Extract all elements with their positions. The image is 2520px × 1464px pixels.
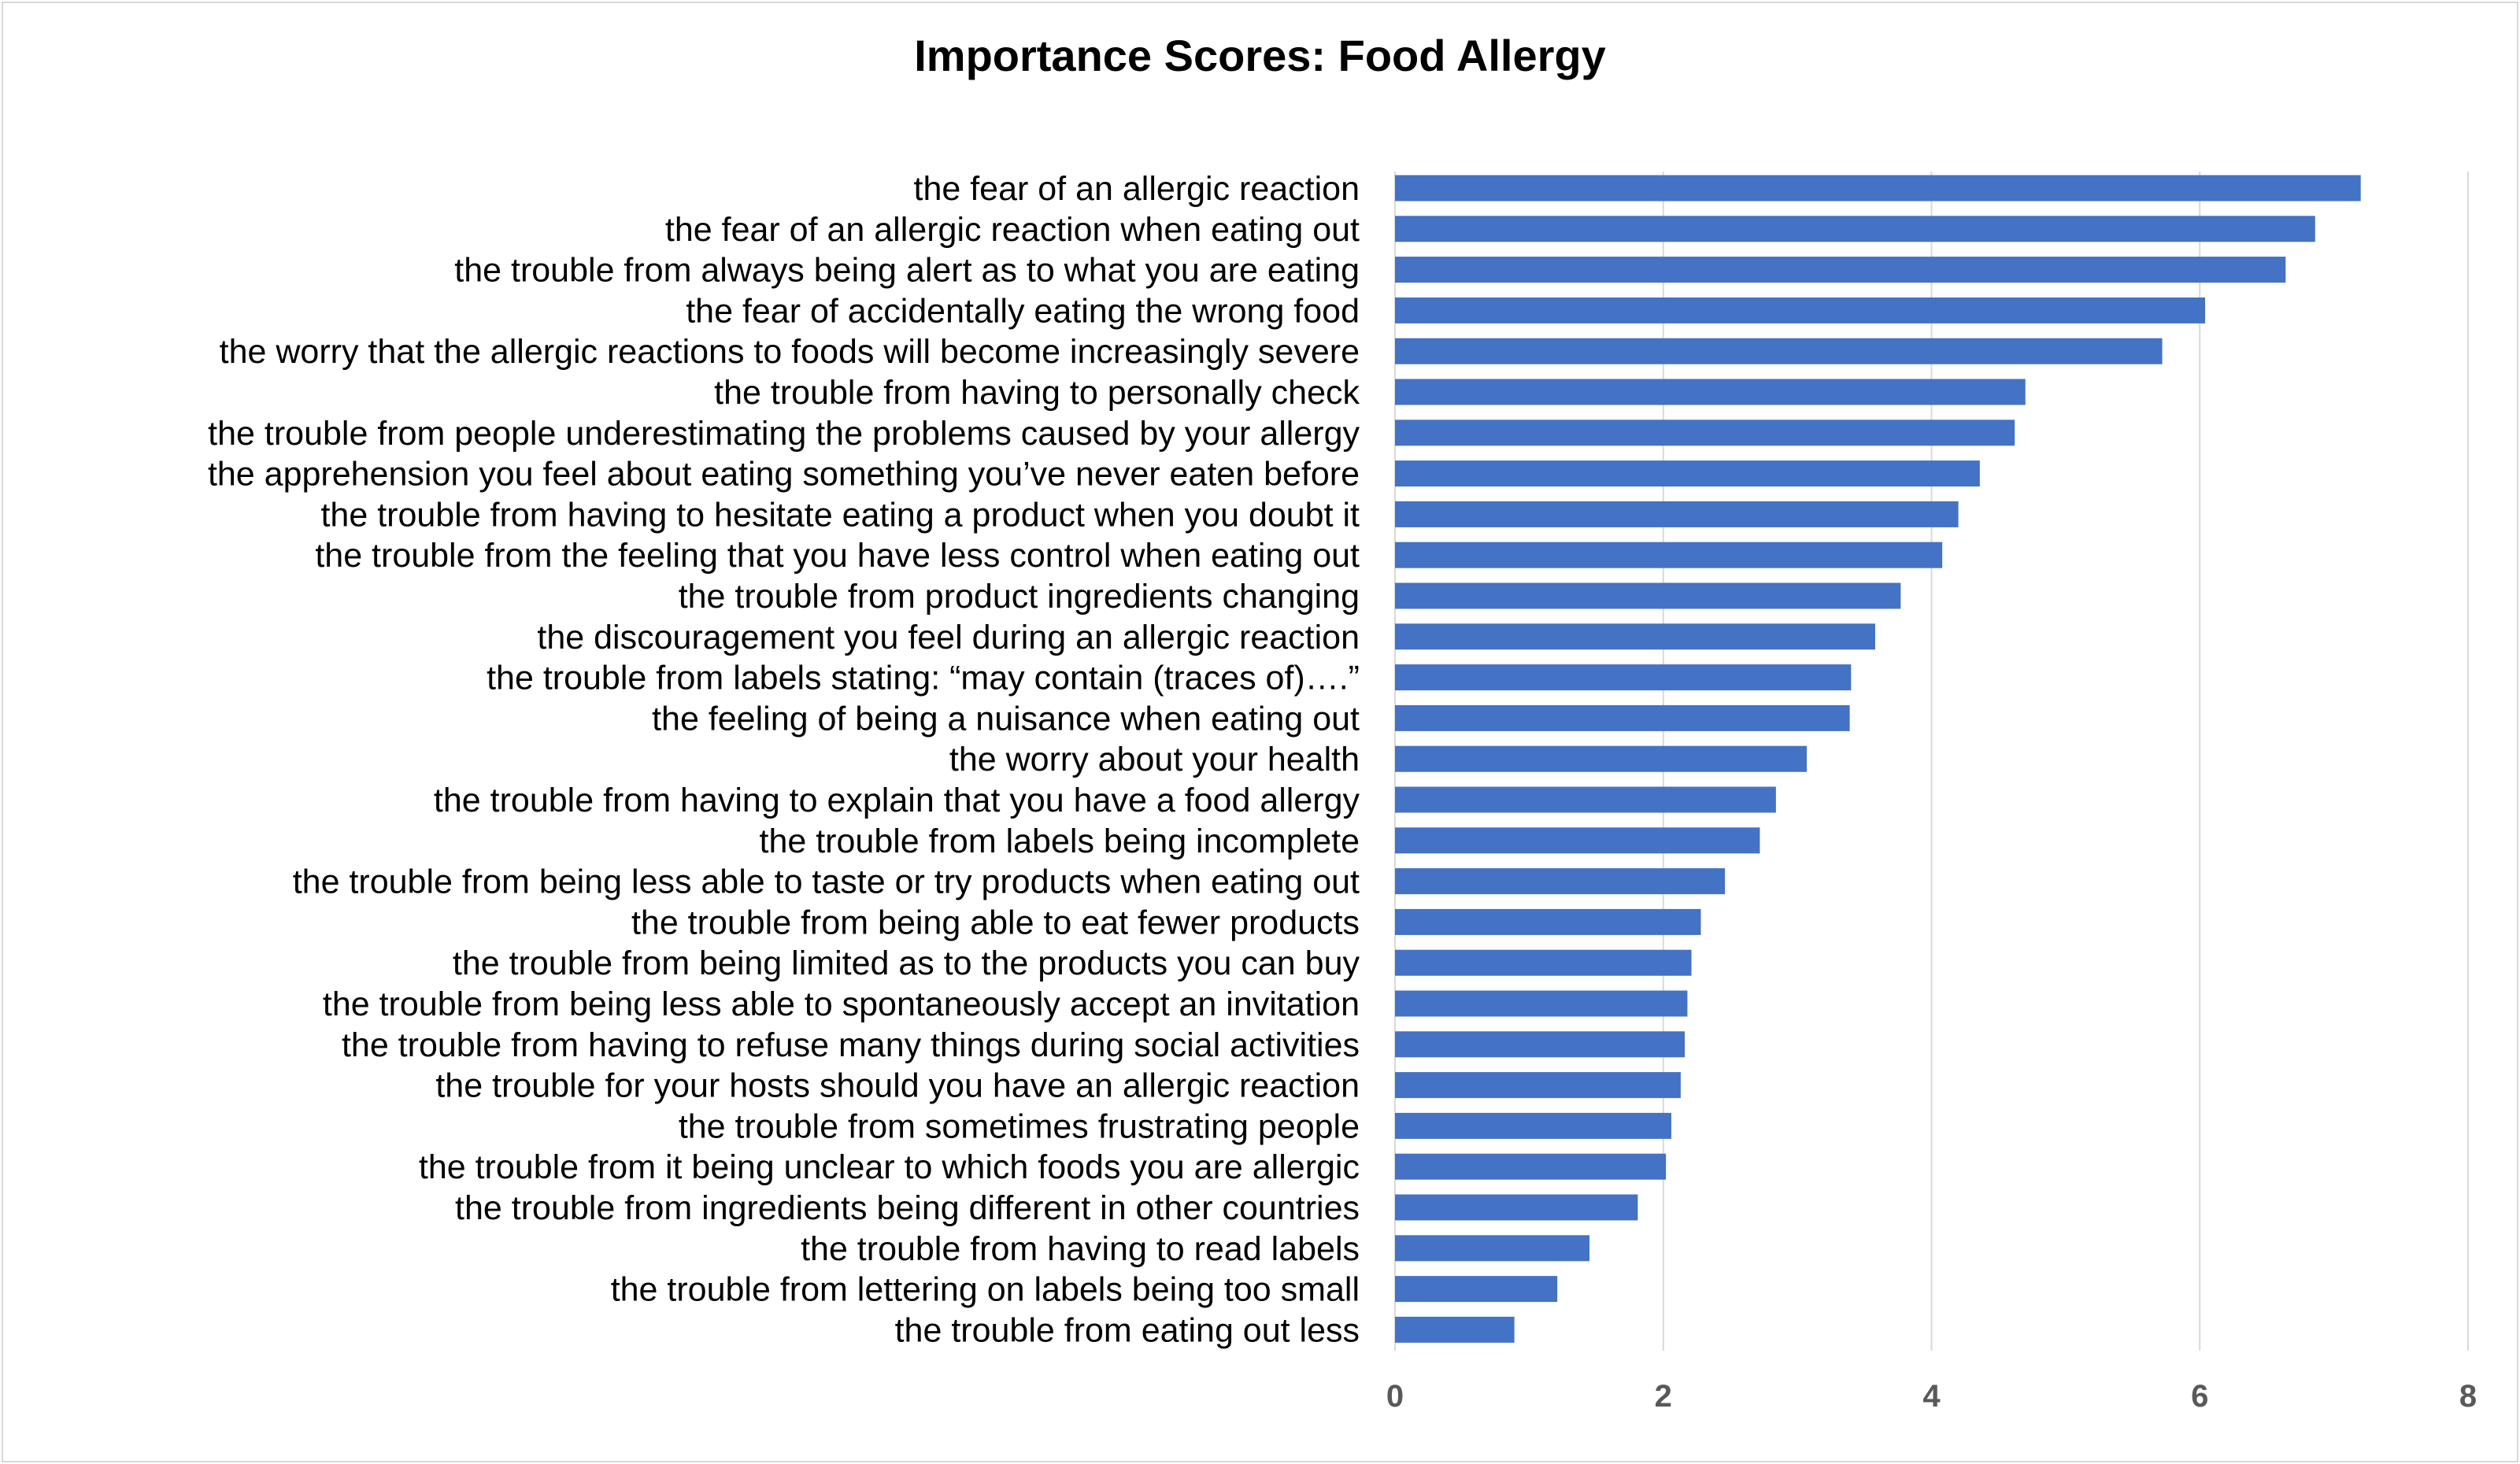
- category-label: the trouble from always being alert as t…: [454, 252, 1360, 290]
- bar: [1395, 1194, 1638, 1221]
- category-label: the worry that the allergic reactions to…: [220, 333, 1360, 371]
- bar: [1395, 582, 1901, 609]
- category-label: the trouble from being able to eat fewer…: [631, 904, 1360, 941]
- bar: [1395, 949, 1692, 976]
- bar: [1395, 420, 2015, 446]
- category-label: the trouble from having to hesitate eati…: [320, 496, 1360, 534]
- bar: [1395, 175, 2361, 201]
- bars: [1395, 175, 2361, 1343]
- category-label: the fear of an allergic reaction when ea…: [665, 211, 1360, 249]
- x-tick-label: 0: [1386, 1379, 1404, 1414]
- category-label: the fear of an allergic reaction: [914, 170, 1360, 208]
- bar: [1395, 908, 1701, 935]
- bar: [1395, 704, 1850, 731]
- bar: [1395, 1235, 1590, 1262]
- bar: [1395, 1316, 1515, 1343]
- chart-title: Importance Scores: Food Allergy: [914, 31, 1606, 80]
- category-label: the trouble from having to explain that …: [434, 782, 1360, 819]
- category-label: the trouble from lettering on labels bei…: [611, 1271, 1360, 1309]
- bar: [1395, 786, 1776, 813]
- bar: [1395, 1153, 1667, 1180]
- category-label: the discouragement you feel during an al…: [537, 619, 1360, 656]
- bar: [1395, 1112, 1671, 1139]
- bar: [1395, 460, 1980, 487]
- category-label: the trouble from labels being incomplete: [760, 823, 1360, 860]
- category-label: the worry about your health: [949, 741, 1360, 778]
- category-label: the trouble from being less able to tast…: [293, 863, 1360, 901]
- category-label: the fear of accidentally eating the wron…: [686, 292, 1360, 330]
- bar: [1395, 664, 1852, 691]
- category-label: the trouble from being less able to spon…: [323, 985, 1360, 1023]
- x-tick-label: 4: [1922, 1379, 1941, 1414]
- category-label: the feeling of being a nuisance when eat…: [652, 700, 1360, 738]
- bar: [1395, 297, 2206, 323]
- bar: [1395, 338, 2163, 364]
- bar: [1395, 257, 2286, 283]
- x-tick-label: 8: [2459, 1379, 2477, 1414]
- category-label: the trouble from having to refuse many t…: [342, 1026, 1360, 1064]
- bar: [1395, 868, 1726, 895]
- category-label: the trouble from being limited as to the…: [453, 945, 1360, 982]
- bar: [1395, 542, 1943, 568]
- bar: [1395, 827, 1760, 854]
- bar: [1395, 1276, 1558, 1303]
- bar: [1395, 990, 1688, 1017]
- bar: [1395, 379, 2026, 405]
- bar: [1395, 216, 2315, 242]
- category-label: the trouble from having to personally ch…: [714, 374, 1360, 412]
- category-label: the trouble from eating out less: [895, 1311, 1360, 1349]
- bar: [1395, 1072, 1681, 1099]
- category-label: the trouble from ingredients being diffe…: [455, 1189, 1360, 1227]
- x-tick-labels: 0 2 4 6 8: [1386, 1379, 2477, 1414]
- category-label: the trouble from labels stating: “may co…: [487, 660, 1360, 697]
- x-tick-label: 6: [2191, 1379, 2208, 1414]
- category-label: the trouble from product ingredients cha…: [679, 578, 1360, 616]
- category-label: the trouble from people underestimating …: [208, 415, 1360, 453]
- category-label: the trouble from having to read labels: [801, 1230, 1360, 1268]
- category-label: the trouble from sometimes frustrating p…: [679, 1107, 1360, 1145]
- category-label: the apprehension you feel about eating s…: [208, 456, 1360, 494]
- bar: [1395, 623, 1875, 650]
- category-label: the trouble from it being unclear to whi…: [419, 1148, 1360, 1186]
- category-label: the trouble from the feeling that you ha…: [315, 537, 1360, 575]
- x-tick-label: 2: [1655, 1379, 1672, 1414]
- bar: [1395, 501, 1959, 527]
- bar: [1395, 1031, 1686, 1058]
- category-label: the trouble for your hosts should you ha…: [435, 1067, 1360, 1105]
- bar: [1395, 745, 1808, 772]
